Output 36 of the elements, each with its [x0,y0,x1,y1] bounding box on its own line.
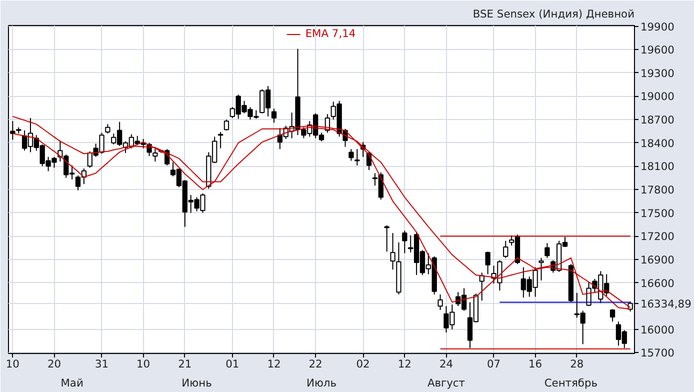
y-tick-label: 19300 [640,66,675,80]
y-tick-label: 19900 [640,20,675,34]
x-tick-label: 16 [528,358,542,370]
x-tick-label: 12 [267,358,281,370]
legend-label: EMA 7,14 [305,27,356,40]
x-tick-label: 10 [136,358,150,370]
y-tick-label: 17500 [640,206,675,220]
x-tick-label: 07 [486,358,501,370]
y-tick-label: 16334,89 [640,297,692,310]
x-tick-label: 02 [356,358,370,370]
y-tick-label: 19600 [640,44,675,57]
x-tick-label: 28 [570,358,584,370]
y-tick-label: 16000 [640,323,675,336]
text: Июнь [182,376,212,390]
text: Август [427,376,465,390]
y-tick-label: 16900 [640,253,675,266]
text: Май [60,376,84,390]
y-tick-label: 18700 [640,114,675,127]
x-tick-label: 24 [439,358,454,370]
x-tick-label: 31 [94,358,109,370]
x-tick-label: 10 [6,358,20,370]
y-tick-label: 15700 [640,346,675,360]
x-tick-label: 20 [47,358,62,370]
y-tick-label: 18100 [640,160,675,174]
chart-title: BSE Sensex (Индия) Дневной [472,8,635,20]
y-tick-label: 17800 [640,184,675,196]
text: Сентябрь [544,376,598,390]
text: Июль [306,376,337,390]
y-tick-label: 19000 [640,90,675,104]
y-tick-label: 18400 [640,136,675,150]
y-tick-label: 17200 [640,230,675,244]
y-tick-label: 16600 [640,276,675,290]
x-tick-label: 12 [398,358,412,370]
x-tick-label: 22 [308,358,322,370]
x-tick-label: 21 [178,358,192,370]
x-tick-label: 01 [226,358,240,370]
